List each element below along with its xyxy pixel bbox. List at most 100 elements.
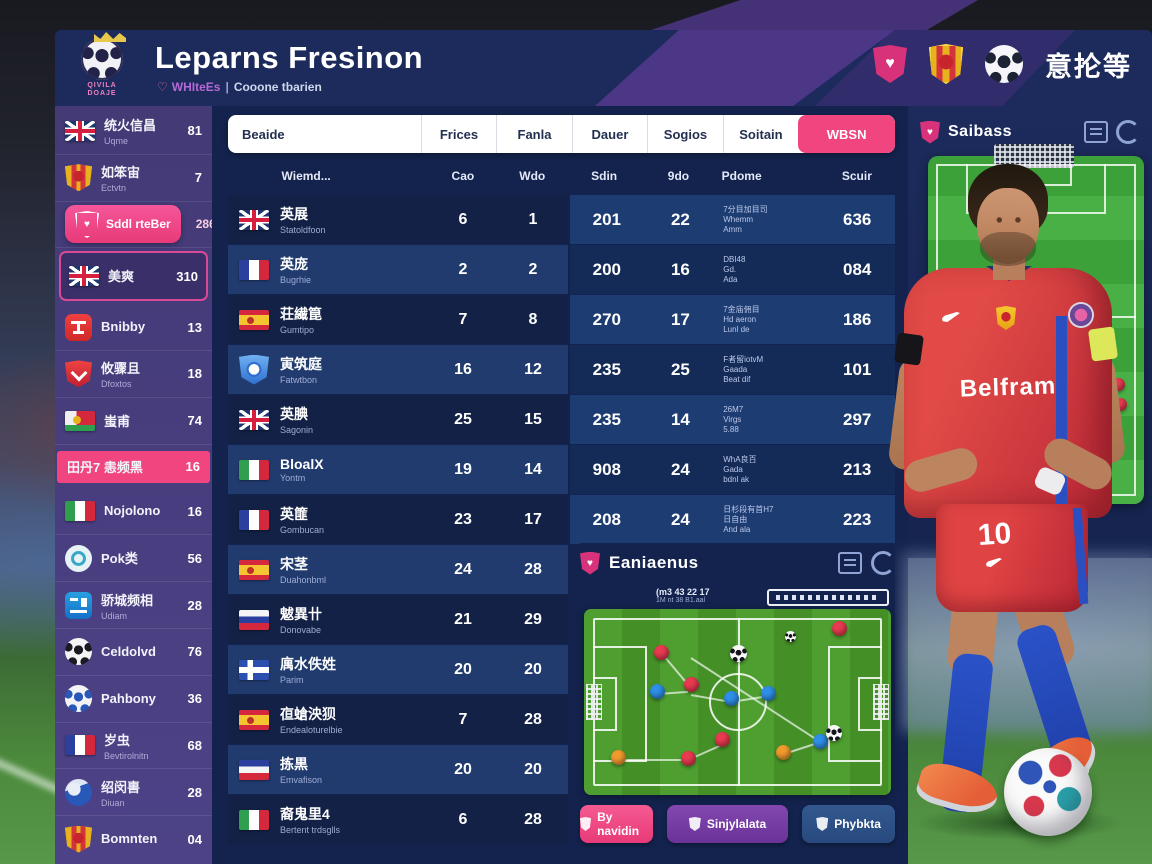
sidebar-item[interactable]: 如笨宙 Ectvtn 7 bbox=[55, 155, 212, 202]
tab-wbsn-active[interactable]: WBSN bbox=[798, 115, 895, 153]
sidebar-cta-row: Sddl rteBer 2867 bbox=[55, 202, 222, 249]
tab-fanla[interactable]: Fanla bbox=[496, 115, 571, 153]
tactic-pin-red[interactable] bbox=[715, 732, 730, 747]
row-flag-icon bbox=[239, 259, 269, 280]
item-sub: Udiam bbox=[101, 610, 128, 621]
table-row[interactable]: BloalX Yontm 19 14 908 24 WhA良百 Gada bdnl a… bbox=[228, 445, 895, 494]
tactic-pin-red[interactable] bbox=[684, 677, 699, 692]
tactic-pin-red[interactable] bbox=[681, 751, 696, 766]
ball-marker[interactable] bbox=[785, 631, 796, 642]
row-stat3: 270 bbox=[592, 309, 621, 329]
tab-sogios[interactable]: Sogios bbox=[647, 115, 722, 153]
table-row[interactable]: 宋茎 Duahonbml 24 28 bbox=[228, 545, 895, 594]
table-row[interactable]: 亱螥泱狈 Endealoturelbie 7 28 bbox=[228, 695, 895, 744]
tactic-pin-blue[interactable] bbox=[813, 734, 828, 749]
row-note: 日杉段有首H7 日自由 And ala bbox=[723, 504, 774, 534]
ball-marker[interactable] bbox=[826, 725, 842, 741]
sidebar-item[interactable]: 绍闵軎 Diuan 28 bbox=[55, 769, 212, 817]
table-row[interactable]: 裔鬼里4 Bertent trdsglls 6 28 bbox=[228, 795, 895, 844]
tab-beaide[interactable]: Beaide bbox=[242, 126, 285, 142]
grid-icon[interactable] bbox=[1084, 121, 1108, 143]
tab-soitain[interactable]: Soitain bbox=[722, 115, 798, 153]
table-row[interactable]: 荘繊箟 Gumtipo 7 8 270 17 7金庙佣目 Hd aeron Lunl … bbox=[228, 295, 895, 344]
row-name: 宋茎 bbox=[280, 556, 308, 572]
sidebar-item[interactable]: 岁虫 Bevtirolnitn 68 bbox=[55, 723, 212, 770]
formation-slider[interactable] bbox=[767, 589, 889, 606]
item-value: 7 bbox=[194, 170, 202, 186]
heart-icon: ♡ bbox=[157, 80, 168, 94]
refresh-icon[interactable] bbox=[871, 551, 895, 575]
sidebar-item[interactable]: Celdolvd 76 bbox=[55, 629, 212, 676]
sidebar-item-selected[interactable]: 美爽 310 bbox=[59, 251, 208, 302]
item-value: 68 bbox=[187, 737, 202, 753]
heart-shield-icon[interactable] bbox=[873, 45, 907, 83]
shield-icon bbox=[688, 817, 701, 831]
sidebar-item[interactable]: 骄城频相 Udiam 28 bbox=[55, 582, 212, 629]
sidebar-item[interactable]: Bnibby 13 bbox=[55, 304, 212, 351]
row-name: BloalX bbox=[280, 456, 324, 472]
item-value: 16 bbox=[187, 503, 202, 519]
item-value: 56 bbox=[187, 550, 202, 566]
table-row[interactable]: 魃異卄 Donovabe 21 29 bbox=[228, 595, 895, 644]
table-row[interactable]: 英庞 Bugrhie 2 2 200 16 DBI48 Gd. Ada 084 bbox=[228, 245, 895, 294]
tactic-pin-orange[interactable] bbox=[611, 750, 626, 765]
row-subtitle: Bertent trdsglls bbox=[280, 825, 341, 835]
formation-button-primary[interactable]: By navidin bbox=[580, 805, 653, 843]
row-stat4: 22 bbox=[670, 209, 690, 229]
sidebar-item[interactable]: 统火信昌 Uqme 81 bbox=[55, 108, 212, 155]
app-logo[interactable]: QIVILA DOAJE bbox=[73, 32, 131, 100]
crest-icon[interactable] bbox=[929, 44, 963, 84]
sidebar-item[interactable]: Bomnten 04 bbox=[55, 816, 212, 862]
sidebar-item[interactable]: Pok类 56 bbox=[55, 535, 212, 583]
italy-flag-icon bbox=[65, 501, 95, 522]
sidebar-item[interactable]: Nojolono 16 bbox=[55, 489, 212, 536]
tab-dauer[interactable]: Dauer bbox=[571, 115, 647, 153]
page-title: Leparns Fresinon bbox=[155, 40, 424, 75]
tactic-pin-blue[interactable] bbox=[761, 686, 776, 701]
formation-button-secondary[interactable]: Sinjylalata bbox=[667, 805, 789, 843]
row-stat4: 14 bbox=[670, 409, 690, 429]
row-score: 223 bbox=[843, 509, 872, 529]
table-row[interactable]: 寅筑庭 Fatwtbon 16 12 235 25 F者留iotvM Gaada Be… bbox=[228, 345, 895, 394]
sidebar-cta-button[interactable]: Sddl rteBer bbox=[65, 205, 181, 244]
table-row[interactable]: 英腆 Sagonin 25 15 235 14 26M7 Virgs 5.88 297 bbox=[228, 395, 895, 444]
table-row[interactable]: 拣黒 Emvafison 20 20 bbox=[228, 745, 895, 794]
sidebar-item[interactable]: 攸骤且 Dfoxtos 18 bbox=[55, 351, 212, 398]
item-label: Pok类 bbox=[101, 551, 138, 567]
football-icon[interactable] bbox=[985, 45, 1023, 83]
grid-icon[interactable] bbox=[838, 552, 862, 574]
tactic-pin-blue[interactable] bbox=[724, 691, 739, 706]
col-wdo: Wdo bbox=[519, 169, 546, 183]
formation-title: Eaniaenus bbox=[609, 553, 699, 572]
row-stat2: 28 bbox=[524, 560, 542, 578]
ball-marker[interactable] bbox=[730, 645, 747, 662]
row-stat2: 28 bbox=[524, 810, 542, 828]
match-ball bbox=[1004, 748, 1092, 836]
sidebar-highlight-banner[interactable]: 田丹7 恚频黑 16 bbox=[57, 450, 210, 483]
sidebar-item[interactable]: Pahbony 36 bbox=[55, 676, 212, 723]
table-row[interactable]: 英篚 Gombucan 23 17 208 24 日杉段有首H7 日自由 And al… bbox=[228, 495, 895, 544]
tactic-pin-red[interactable] bbox=[832, 621, 847, 636]
row-subtitle: Yontm bbox=[280, 473, 306, 483]
table-row[interactable]: 英展 Statoldfoon 6 1 201 22 7分目加目司 Whemm Amm … bbox=[228, 195, 895, 244]
tactic-pin-blue[interactable] bbox=[650, 684, 665, 699]
pitch-center-circle bbox=[708, 673, 767, 731]
item-label: Pahbony bbox=[101, 690, 156, 706]
pitch-penalty-box-right bbox=[828, 646, 882, 762]
formation-button-tertiary[interactable]: Phybkta bbox=[802, 805, 896, 843]
row-subtitle: Fatwtbon bbox=[280, 375, 318, 385]
tactic-pin-orange[interactable] bbox=[776, 745, 791, 760]
table-row[interactable]: 庽水佚姓 Parim 20 20 bbox=[228, 645, 895, 694]
item-value: 28 bbox=[187, 597, 202, 613]
captain-armband bbox=[1087, 326, 1119, 362]
item-value: 13 bbox=[187, 319, 202, 335]
football-blue-icon bbox=[65, 685, 92, 713]
row-flag-icon bbox=[239, 559, 269, 580]
heart-shield-icon bbox=[920, 120, 940, 144]
row-score: 186 bbox=[843, 309, 872, 329]
tactic-pin-red[interactable] bbox=[654, 645, 669, 660]
sidebar-item[interactable]: 蚩甫 74 bbox=[55, 398, 212, 445]
tab-frices[interactable]: Frices bbox=[420, 115, 496, 153]
refresh-icon[interactable] bbox=[1116, 120, 1140, 144]
item-value: 36 bbox=[187, 691, 202, 707]
